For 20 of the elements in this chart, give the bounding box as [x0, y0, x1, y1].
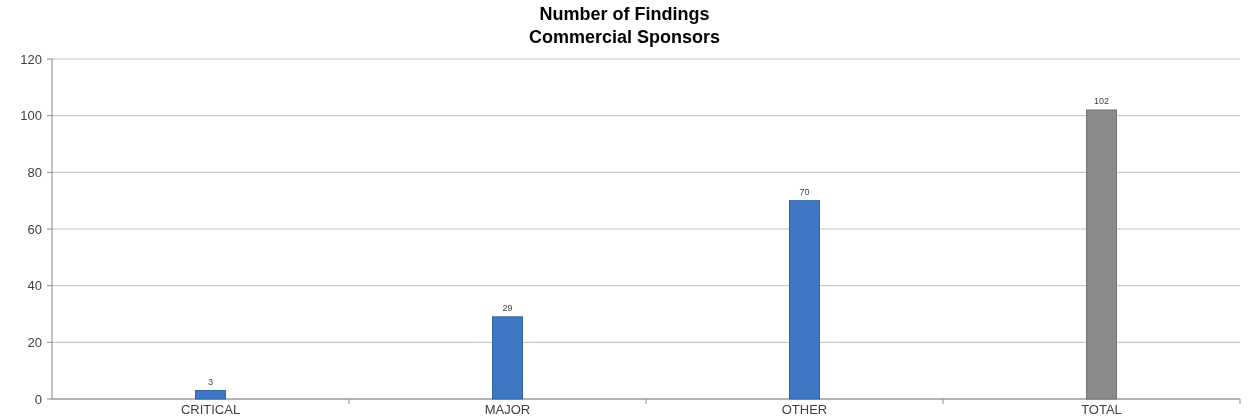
y-tick-label: 60	[27, 221, 42, 237]
x-tick-label: CRITICAL	[180, 402, 241, 417]
y-tick-label: 20	[27, 334, 42, 350]
y-tick-label: 40	[27, 278, 42, 294]
data-label: 70	[799, 186, 810, 197]
x-tick-label: TOTAL	[1081, 402, 1122, 417]
bar	[195, 390, 226, 400]
data-label: 29	[502, 302, 513, 313]
y-tick-label: 100	[20, 108, 42, 124]
chart-subtitle: Commercial Sponsors	[528, 27, 721, 47]
bar	[492, 316, 523, 400]
bar	[789, 200, 820, 400]
y-tick-label: 120	[20, 51, 42, 67]
chart-title: Number of Findings	[539, 4, 710, 24]
x-tick-label: OTHER	[781, 402, 828, 417]
x-tick-label: MAJOR	[484, 402, 531, 417]
y-tick-label: 80	[27, 164, 42, 180]
data-label: 3	[207, 376, 214, 387]
data-label: 102	[1093, 96, 1110, 106]
y-tick-label: 0	[34, 391, 42, 407]
